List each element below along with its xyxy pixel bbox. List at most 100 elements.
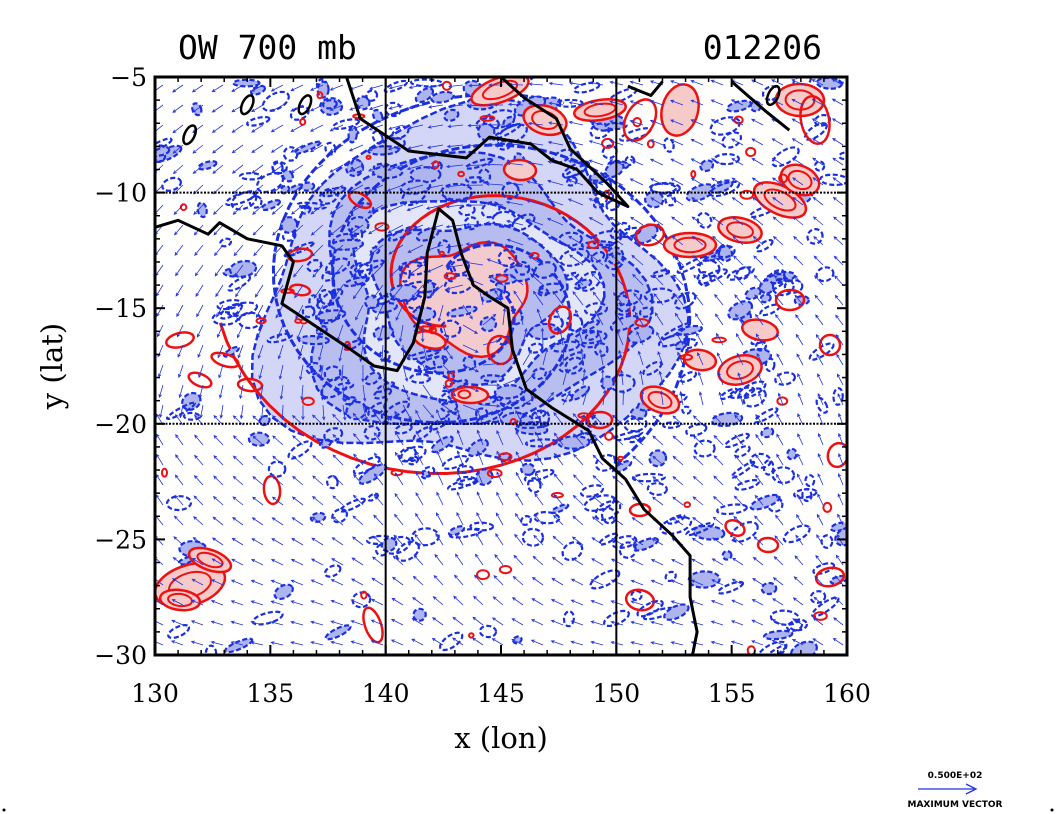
wind-vector [589, 235, 604, 246]
wind-vector [711, 558, 724, 566]
wind-vector [258, 364, 264, 380]
wind-vector [195, 284, 204, 297]
wind-vector [793, 255, 804, 266]
wind-vector [486, 258, 504, 266]
wind-vector [414, 533, 424, 546]
wind-vector [342, 404, 347, 421]
wind-vector [502, 378, 520, 386]
wind-vector [772, 196, 784, 206]
positive-contour [316, 91, 324, 100]
wind-vector [252, 476, 264, 486]
negative-contour [815, 266, 835, 283]
wind-vector [649, 119, 664, 126]
wind-vector [812, 177, 824, 186]
wind-vector [172, 557, 184, 566]
wind-vector [175, 454, 184, 466]
negative-contour [561, 160, 591, 179]
wind-vector [833, 255, 844, 266]
wind-vector [455, 532, 464, 546]
wind-vector [550, 619, 564, 626]
wind-vector [391, 597, 404, 606]
wind-vector [594, 310, 604, 326]
wind-vector [291, 517, 304, 526]
x-tick-label: 135 [246, 679, 294, 708]
wind-vector [811, 138, 824, 146]
wind-vector [270, 579, 284, 586]
negative-contour [593, 342, 609, 357]
wind-vector [777, 372, 784, 386]
wind-vector [791, 118, 804, 126]
wind-vector [238, 364, 244, 379]
wind-vector [562, 390, 571, 406]
wind-vector [649, 139, 664, 146]
coastline [155, 77, 791, 655]
negative-contour [749, 493, 781, 511]
wind-vector [290, 84, 304, 92]
negative-contour [589, 122, 611, 140]
wind-vector [733, 515, 744, 526]
negative-contour [224, 190, 258, 207]
wind-vector [629, 80, 644, 86]
wind-vector [630, 579, 644, 586]
wind-vector [352, 412, 364, 426]
wind-vector [795, 314, 804, 326]
wind-vector [534, 472, 544, 486]
negative-contour [167, 624, 191, 639]
wind-vector [231, 558, 244, 566]
wind-vector [791, 157, 804, 166]
positive-contour [428, 326, 437, 335]
negative-contour [384, 101, 403, 118]
wind-vector [568, 101, 584, 106]
wind-vector [514, 533, 524, 546]
wind-vector [596, 329, 604, 346]
negative-contour [239, 172, 263, 181]
wind-vector [751, 599, 764, 606]
negative-contour [444, 411, 460, 425]
wind-vector [534, 431, 544, 446]
wind-vector [237, 344, 244, 359]
negative-contour [412, 426, 433, 441]
wind-vector [754, 515, 764, 526]
wind-vector [817, 473, 824, 486]
negative-contour [673, 341, 688, 351]
negative-contour [456, 475, 478, 487]
y-axis-label: y (lat) [35, 323, 69, 410]
wind-vector [170, 640, 184, 646]
wind-vector [271, 496, 284, 506]
wind-vector [250, 559, 264, 566]
wind-vector [428, 104, 444, 109]
wind-vector [571, 536, 584, 546]
wind-vector [290, 124, 304, 132]
wind-vector [235, 284, 244, 298]
wind-vector [588, 120, 604, 126]
wind-vector [462, 364, 480, 373]
wind-vector [411, 284, 424, 299]
negative-contour [782, 524, 811, 544]
negative-contour [323, 365, 342, 382]
wind-vector [731, 158, 744, 166]
wind-vector [710, 79, 724, 86]
wind-vector [330, 599, 344, 606]
wind-vector [811, 98, 824, 106]
wind-vector [570, 272, 584, 286]
wind-vector [351, 264, 364, 278]
positive-contour [210, 351, 240, 369]
wind-vector [251, 124, 264, 133]
wind-vector [532, 555, 544, 566]
wind-vector [496, 409, 504, 426]
wind-vector [652, 415, 664, 426]
wind-vector [250, 600, 264, 606]
wind-vector [570, 578, 584, 586]
wind-vector [714, 313, 724, 326]
wind-vector [434, 553, 444, 566]
wind-vector [422, 384, 433, 400]
wind-vector [792, 216, 804, 226]
wind-vector [691, 197, 704, 206]
wind-vector [659, 390, 664, 406]
wind-vector [435, 512, 444, 526]
wind-vector [394, 513, 404, 526]
wind-vector [350, 599, 364, 606]
wind-vector [471, 637, 484, 646]
negative-contour [559, 247, 590, 267]
negative-contour [624, 155, 636, 166]
